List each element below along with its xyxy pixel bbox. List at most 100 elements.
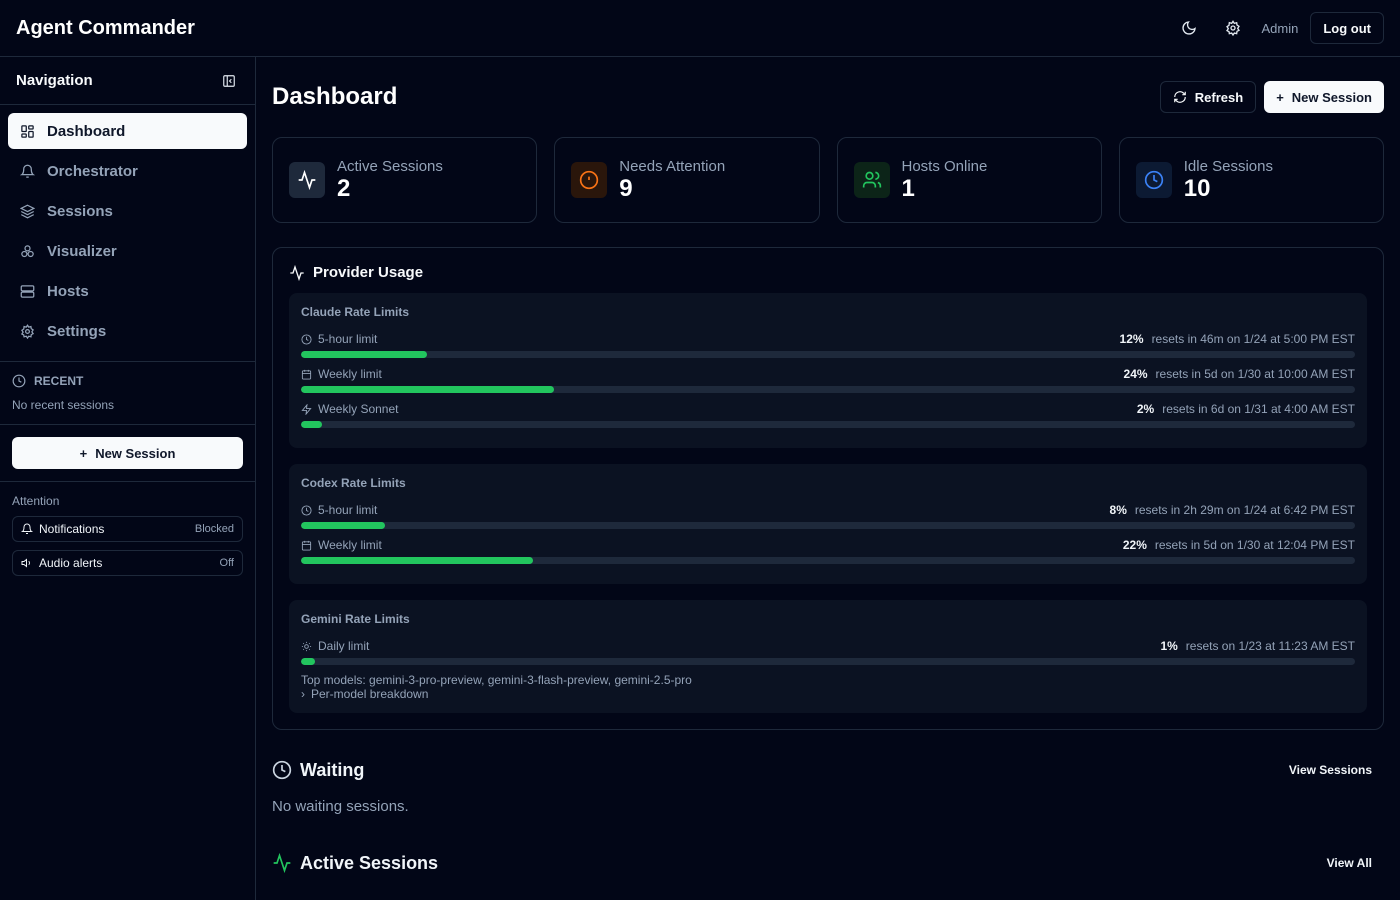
sidebar-item-hosts[interactable]: Hosts (8, 273, 247, 309)
grid-icon (20, 124, 35, 139)
usage-progress-bar (301, 351, 1355, 358)
sidebar-item-settings[interactable]: Settings (8, 313, 247, 349)
usage-progress-bar (301, 557, 1355, 564)
rate-limit-row: 5-hour limit 12% resets in 46m on 1/24 at … (301, 331, 1355, 358)
chevron-right-icon: › (301, 687, 305, 701)
collapse-sidebar-icon[interactable] (219, 65, 239, 97)
clock-icon (301, 504, 312, 516)
stat-card-hosts-online[interactable]: Hosts Online 1 (836, 137, 1102, 223)
speaker-icon (21, 557, 33, 569)
active-sessions-title: Active Sessions (300, 852, 439, 873)
view-all-link[interactable]: View All (1326, 856, 1372, 870)
notifications-label: Notifications (39, 522, 105, 536)
sidebar-item-label: Visualizer (47, 242, 117, 260)
clock-icon (12, 374, 26, 388)
bell-icon (21, 523, 33, 535)
waiting-empty: No waiting sessions. (272, 798, 409, 815)
stat-value: 9 (619, 174, 633, 202)
sidebar-item-dashboard[interactable]: Dashboard (8, 113, 247, 149)
limit-reset: resets in 5d on 1/30 at 10:00 AM EST (1155, 367, 1355, 381)
breakdown-label: Per-model breakdown (311, 687, 429, 701)
group-title: Codex Rate Limits (301, 476, 406, 490)
limit-label: 5-hour limit (318, 332, 378, 346)
limit-percent: 1% (1160, 639, 1178, 653)
users-icon (853, 162, 890, 198)
plus-icon: + (1276, 89, 1284, 105)
notifications-status: Blocked (194, 523, 234, 535)
audio-alerts-toggle[interactable]: Audio alerts Off (12, 550, 243, 576)
sidebar-item-label: Sessions (47, 202, 113, 220)
stat-label: Needs Attention (619, 157, 726, 175)
audio-alerts-status: Off (219, 557, 234, 569)
usage-progress-fill (301, 351, 428, 358)
activity-icon (272, 853, 292, 873)
per-model-breakdown-toggle[interactable]: › Per-model breakdown (301, 687, 1355, 701)
clock-icon (272, 760, 292, 780)
sidebar-item-visualizer[interactable]: Visualizer (8, 233, 247, 269)
stat-value: 2 (337, 174, 351, 202)
gear-icon (20, 323, 35, 339)
audio-alerts-label: Audio alerts (39, 556, 103, 570)
view-sessions-link[interactable]: View Sessions (1288, 763, 1372, 777)
stat-card-idle-sessions[interactable]: Idle Sessions 10 (1118, 137, 1384, 223)
sidebar-title: Navigation (16, 72, 93, 89)
sidebar-item-sessions[interactable]: Sessions (8, 193, 247, 229)
limit-reset: resets in 2h 29m on 1/24 at 6:42 PM EST (1134, 503, 1355, 517)
theme-toggle-moon-icon[interactable] (1173, 12, 1205, 44)
stat-label: Idle Sessions (1183, 157, 1273, 175)
limit-percent: 8% (1109, 503, 1127, 517)
limit-reset: resets in 46m on 1/24 at 5:00 PM EST (1151, 332, 1355, 346)
usage-progress-bar (301, 386, 1355, 393)
limit-label: Weekly limit (318, 367, 382, 381)
app-title: Agent Commander (16, 16, 195, 39)
zap-icon (301, 403, 312, 415)
cubes-icon (20, 244, 35, 259)
sidebar-new-session-button[interactable]: + New Session (12, 437, 243, 469)
recent-empty: No recent sessions (12, 398, 115, 412)
settings-gear-icon[interactable] (1217, 12, 1249, 44)
clock-icon (301, 333, 312, 345)
logout-button[interactable]: Log out (1310, 12, 1384, 44)
rate-limit-group: Claude Rate Limits 5-hour limit 12% resets … (289, 293, 1367, 448)
sidebar: Navigation Dashboard Orchestrator Sessions… (0, 57, 256, 900)
stat-label: Active Sessions (337, 157, 443, 175)
plus-icon: + (79, 445, 88, 461)
usage-progress-fill (301, 522, 386, 529)
new-session-button[interactable]: + New Session (1264, 81, 1384, 113)
main-content: Dashboard Refresh + New Session Active Se… (272, 57, 1384, 875)
usage-progress-bar (301, 421, 1355, 428)
sidebar-item-orchestrator[interactable]: Orchestrator (8, 153, 247, 189)
refresh-icon (1173, 90, 1187, 104)
stat-value: 1 (901, 174, 915, 202)
limit-percent: 12% (1119, 332, 1144, 346)
sidebar-item-label: Orchestrator (47, 162, 138, 180)
new-session-label: New Session (1291, 89, 1372, 105)
limit-label: 5-hour limit (318, 503, 378, 517)
user-name: Admin (1261, 20, 1299, 36)
limit-reset: resets in 6d on 1/31 at 4:00 AM EST (1162, 402, 1355, 416)
recent-title: RECENT (34, 374, 84, 388)
calendar-icon (301, 369, 312, 380)
usage-progress-fill (301, 386, 554, 393)
attention-title: Attention (12, 494, 60, 508)
stat-card-needs-attention[interactable]: Needs Attention 9 (554, 137, 820, 223)
sidebar-item-label: Settings (47, 322, 107, 340)
layers-icon (20, 204, 35, 219)
sun-icon (301, 641, 312, 652)
activity-icon (289, 264, 305, 281)
limit-label: Weekly Sonnet (318, 402, 399, 416)
stat-card-active-sessions[interactable]: Active Sessions 2 (272, 137, 538, 223)
group-title: Claude Rate Limits (301, 305, 410, 319)
usage-progress-bar (301, 658, 1355, 665)
usage-progress-fill (301, 658, 315, 665)
provider-usage-title: Provider Usage (313, 264, 424, 281)
refresh-button[interactable]: Refresh (1159, 81, 1257, 113)
rate-limit-row: 5-hour limit 8% resets in 2h 29m on 1/24 a… (301, 502, 1355, 529)
rate-limit-group: Codex Rate Limits 5-hour limit 8% resets in… (289, 464, 1367, 584)
notifications-toggle[interactable]: Notifications Blocked (12, 516, 243, 542)
sidebar-nav: Dashboard Orchestrator Sessions Visualizer H… (0, 105, 255, 362)
top-bar: Agent Commander Admin Log out (0, 0, 1400, 57)
page-title: Dashboard (272, 83, 398, 110)
stat-label: Hosts Online (901, 157, 988, 175)
server-icon (20, 284, 35, 299)
